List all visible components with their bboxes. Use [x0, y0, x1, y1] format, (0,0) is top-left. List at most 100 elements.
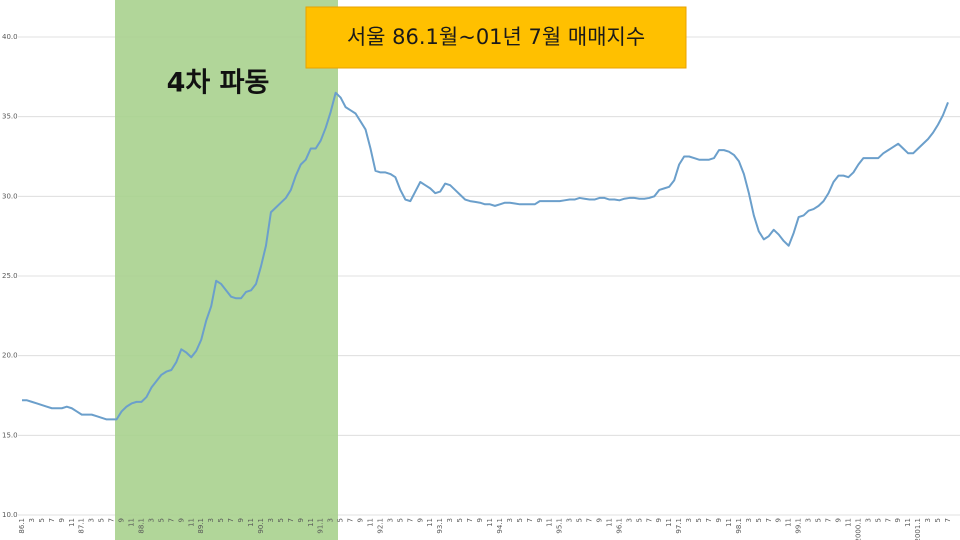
- x-tick-label: 9: [536, 518, 544, 522]
- x-tick-label: 9: [237, 518, 245, 522]
- x-tick-label: 9: [655, 518, 663, 522]
- x-tick-label: 11: [68, 518, 76, 527]
- x-tick-label: 5: [277, 518, 285, 522]
- x-tick-label: 5: [217, 518, 225, 522]
- x-tick-label: 3: [267, 518, 275, 522]
- x-tick-label: 7: [884, 518, 892, 522]
- y-tick-label: 15.0: [2, 431, 18, 439]
- x-tick-label: 11: [546, 518, 554, 527]
- plot: 86.1 3 5 7 9 11 87.1 3 5 7 9 11 88.1 3 5 7 9 11 89.1 3 5 7 9 11…: [18, 91, 952, 540]
- x-tick-label: 7: [48, 518, 56, 522]
- x-tick-label: 7: [406, 518, 414, 522]
- x-tick-label: 3: [327, 518, 335, 522]
- x-tick-label: 11: [187, 518, 195, 527]
- x-tick-label: 3: [506, 518, 514, 522]
- x-tick-label: 11: [665, 518, 673, 527]
- x-tick-label: 5: [396, 518, 404, 522]
- x-tick-label: 89.1: [197, 518, 205, 534]
- x-tick-label: 7: [287, 518, 295, 522]
- x-tick-label: 97.1: [675, 518, 683, 534]
- x-tick-label: 9: [357, 518, 365, 522]
- x-tick-label: 95.1: [556, 518, 564, 534]
- y-tick-label: 20.0: [2, 352, 18, 360]
- x-tick-label: 9: [476, 518, 484, 522]
- x-tick-label: 3: [386, 518, 394, 522]
- y-tick-label: 35.0: [2, 113, 18, 121]
- x-tick-label: 2001.1: [914, 518, 922, 540]
- x-tick-label: 87.1: [78, 518, 86, 534]
- line-series: [22, 91, 949, 421]
- x-tick-label: 5: [456, 518, 464, 522]
- x-tick-label: 98.1: [735, 518, 743, 534]
- x-tick-label: 5: [98, 518, 106, 522]
- x-tick-label: 3: [147, 518, 155, 522]
- x-tick-label: 9: [177, 518, 185, 522]
- x-tick-label: 9: [894, 518, 902, 522]
- x-tick-label: 5: [874, 518, 882, 522]
- chart-title: 서울 86.1월~01년 7월 매매지수: [347, 25, 645, 49]
- x-tick-label: 5: [815, 518, 823, 522]
- x-tick-label: 9: [834, 518, 842, 522]
- x-tick-label: 90.1: [257, 518, 265, 534]
- x-tick-label: 91.1: [317, 518, 325, 534]
- x-tick-label: 11: [426, 518, 434, 527]
- x-tick-label: 11: [307, 518, 315, 527]
- x-tick-label: 11: [366, 518, 374, 527]
- y-tick-label: 10.0: [2, 511, 18, 519]
- y-tick-label: 30.0: [2, 192, 18, 200]
- x-tick-label: 11: [904, 518, 912, 527]
- x-tick-label: 9: [715, 518, 723, 522]
- x-tick-label: 9: [297, 518, 305, 522]
- x-tick-label: 7: [466, 518, 474, 522]
- x-tick-label: 11: [844, 518, 852, 527]
- x-tick-label: 92.1: [376, 518, 384, 534]
- x-tick-label: 7: [765, 518, 773, 522]
- x-tick-label: 2000.1: [854, 518, 862, 540]
- x-tick-label: 3: [446, 518, 454, 522]
- x-tick-label: 7: [705, 518, 713, 522]
- x-tick-label: 3: [625, 518, 633, 522]
- x-tick-label: 9: [596, 518, 604, 522]
- x-tick-label: 5: [755, 518, 763, 522]
- x-tick-label: 7: [108, 518, 116, 522]
- x-tick-label: 88.1: [137, 518, 145, 534]
- x-tick-label: 11: [725, 518, 733, 527]
- y-tick-label: 40.0: [2, 33, 18, 41]
- x-tick-label: 7: [526, 518, 534, 522]
- x-tick-label: 3: [566, 518, 574, 522]
- x-tick-label: 7: [227, 518, 235, 522]
- x-tick-label: 94.1: [496, 518, 504, 534]
- x-tick-label: 11: [247, 518, 255, 527]
- x-tick-label: 5: [635, 518, 643, 522]
- x-tick-label: 5: [157, 518, 165, 522]
- x-tick-label: 11: [785, 518, 793, 527]
- x-tick-label: 3: [685, 518, 693, 522]
- x-tick-label: 7: [347, 518, 355, 522]
- x-tick-label: 5: [38, 518, 46, 522]
- x-tick-label: 5: [337, 518, 345, 522]
- x-tick-label: 5: [516, 518, 524, 522]
- x-tick-label: 96.1: [615, 518, 623, 534]
- x-tick-label: 3: [805, 518, 813, 522]
- x-tick-label: 7: [586, 518, 594, 522]
- title-box: [305, 6, 687, 69]
- highlight-band: [115, 0, 338, 540]
- x-tick-label: 3: [745, 518, 753, 522]
- x-tick-label: 7: [825, 518, 833, 522]
- x-tick-label: 9: [58, 518, 66, 522]
- x-tick-label: 3: [864, 518, 872, 522]
- y-tick-label: 25.0: [2, 272, 18, 280]
- x-tick-label: 9: [118, 518, 126, 522]
- x-tick-label: 11: [605, 518, 613, 527]
- x-tick-label: 7: [167, 518, 175, 522]
- x-tick-label: 3: [28, 518, 36, 522]
- x-tick-label: 5: [576, 518, 584, 522]
- x-tick-label: 11: [486, 518, 494, 527]
- x-tick-label: 9: [416, 518, 424, 522]
- x-tick-label: 11: [128, 518, 136, 527]
- x-tick-label: 3: [207, 518, 215, 522]
- x-tick-label: 3: [88, 518, 96, 522]
- x-tick-label: 93.1: [436, 518, 444, 534]
